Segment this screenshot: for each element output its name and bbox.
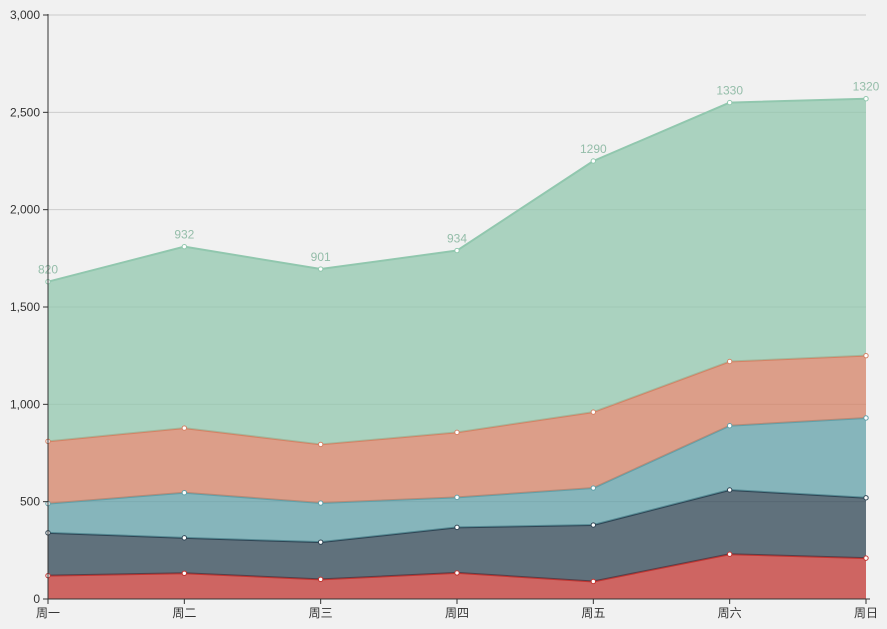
y-axis-label: 2,000: [10, 203, 40, 217]
series-layer: [47, 97, 867, 599]
x-axis-label: 周四: [445, 606, 469, 620]
red-bottom-series-area[interactable]: [48, 554, 866, 599]
data-point[interactable]: [317, 441, 324, 448]
x-axis-label: 周六: [718, 606, 742, 620]
data-point[interactable]: [590, 578, 597, 585]
green-top-series-area[interactable]: [48, 98, 866, 445]
data-point[interactable]: [863, 495, 869, 501]
data-point[interactable]: [317, 500, 324, 506]
salmon-series-area[interactable]: [48, 355, 866, 504]
data-point[interactable]: [454, 570, 460, 576]
data-point[interactable]: [590, 409, 597, 415]
data-point[interactable]: [590, 485, 597, 491]
y-axis-label: 1,500: [10, 300, 40, 314]
dark-slate-series-area[interactable]: [48, 489, 866, 582]
data-point[interactable]: [454, 524, 460, 531]
data-point[interactable]: [454, 494, 460, 501]
x-axis-label: 周五: [581, 606, 605, 620]
y-axis-label: 2,500: [10, 105, 40, 119]
value-label: 1330: [716, 84, 743, 98]
y-axis-label: 500: [20, 495, 40, 509]
y-axis-label: 0: [33, 592, 40, 606]
value-label: 932: [174, 228, 194, 242]
data-point[interactable]: [181, 535, 188, 541]
data-point[interactable]: [726, 358, 733, 365]
x-axis: 周一 周二 周三 周四 周五 周六 周日: [36, 598, 878, 620]
value-label: 934: [447, 232, 467, 246]
y-axis-label: 3,000: [10, 8, 40, 22]
value-label: 1290: [580, 142, 607, 156]
value-label: 901: [311, 250, 331, 264]
data-point[interactable]: [317, 266, 324, 272]
value-label: 1320: [853, 80, 880, 94]
data-point[interactable]: [726, 487, 733, 493]
y-axis-label: 1,000: [10, 397, 40, 411]
data-point[interactable]: [181, 425, 188, 431]
data-point[interactable]: [726, 99, 733, 106]
y-axis: 0 500 1,000 1,500 2,000 2,500 3,000: [10, 8, 49, 606]
data-point[interactable]: [317, 539, 324, 545]
x-axis-label: 周一: [36, 606, 60, 620]
data-point[interactable]: [454, 247, 460, 254]
data-point[interactable]: [590, 522, 597, 528]
data-point[interactable]: [181, 570, 188, 577]
data-point[interactable]: [590, 158, 597, 164]
data-point[interactable]: [863, 415, 869, 421]
x-axis-label: 周二: [172, 606, 196, 620]
data-point[interactable]: [181, 490, 188, 496]
data-point[interactable]: [181, 243, 188, 250]
data-point[interactable]: [863, 96, 869, 102]
data-point[interactable]: [454, 429, 460, 436]
data-point[interactable]: [317, 576, 324, 583]
teal-series-area[interactable]: [48, 417, 866, 543]
x-axis-label: 周三: [309, 606, 333, 620]
x-axis-label: 周日: [854, 606, 878, 620]
data-point[interactable]: [726, 423, 733, 429]
data-point[interactable]: [863, 555, 869, 561]
data-point[interactable]: [863, 352, 869, 359]
data-point[interactable]: [726, 551, 733, 557]
